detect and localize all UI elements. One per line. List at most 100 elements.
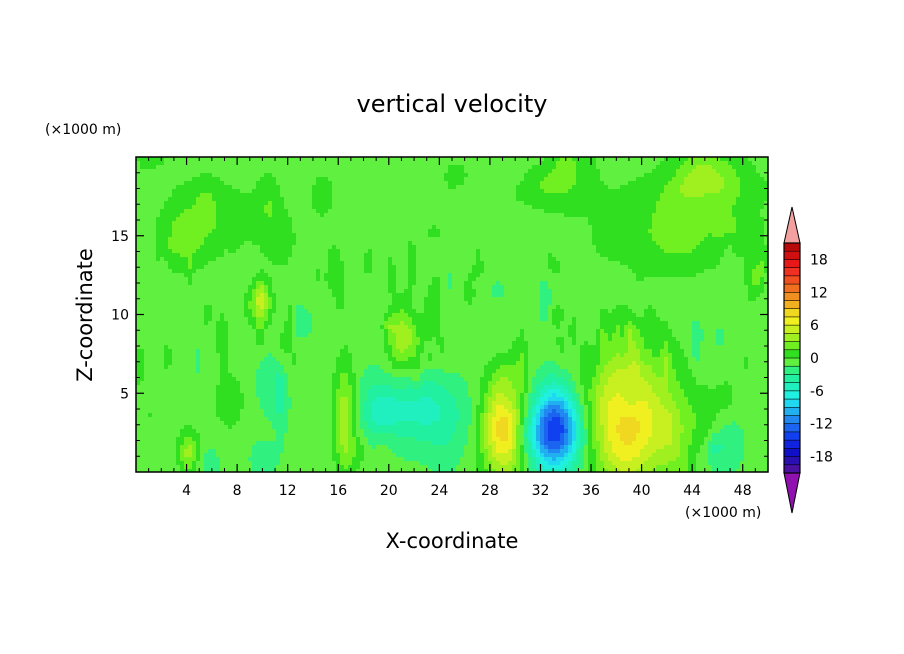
field-cell: [548, 197, 553, 202]
field-cell: [172, 213, 177, 218]
field-cell: [724, 169, 729, 174]
field-cell: [688, 277, 693, 282]
field-cell: [756, 209, 761, 214]
field-cell: [740, 265, 745, 270]
field-cell: [496, 177, 501, 182]
field-cell: [440, 209, 445, 214]
field-cell: [408, 209, 413, 214]
field-cell: [468, 185, 473, 190]
field-cell: [276, 173, 281, 178]
field-cell: [452, 229, 457, 234]
field-cell: [484, 221, 489, 226]
field-cell: [524, 229, 529, 234]
field-cell: [276, 273, 281, 278]
field-cell: [156, 237, 161, 242]
field-cell: [484, 253, 489, 258]
field-cell: [740, 169, 745, 174]
field-cell: [696, 225, 701, 230]
field-cell: [432, 185, 437, 190]
field-cell: [592, 185, 597, 190]
field-cell: [272, 201, 277, 206]
field-cell: [352, 157, 357, 162]
field-cell: [264, 201, 269, 206]
field-cell: [648, 217, 653, 222]
field-cell: [732, 193, 737, 198]
field-cell: [580, 261, 585, 266]
field-cell: [240, 281, 245, 286]
field-cell: [376, 209, 381, 214]
field-cell: [596, 161, 601, 166]
field-cell: [648, 221, 653, 226]
field-cell: [348, 181, 353, 186]
field-cell: [508, 273, 513, 278]
field-cell: [320, 265, 325, 270]
field-cell: [384, 157, 389, 162]
field-cell: [136, 277, 141, 282]
field-cell: [652, 233, 657, 238]
field-cell: [412, 241, 417, 246]
field-cell: [280, 273, 285, 278]
field-cell: [196, 161, 201, 166]
field-cell: [348, 249, 353, 254]
field-cell: [572, 169, 577, 174]
field-cell: [564, 169, 569, 174]
field-cell: [296, 281, 301, 286]
field-cell: [564, 197, 569, 202]
field-cell: [720, 261, 725, 266]
field-cell: [376, 213, 381, 218]
field-cell: [600, 201, 605, 206]
field-cell: [232, 189, 237, 194]
field-cell: [664, 233, 669, 238]
field-cell: [244, 189, 249, 194]
field-cell: [680, 277, 685, 282]
field-cell: [196, 169, 201, 174]
field-cell: [456, 253, 461, 258]
field-cell: [152, 181, 157, 186]
field-cell: [184, 281, 189, 286]
field-cell: [408, 157, 413, 162]
field-cell: [404, 185, 409, 190]
field-cell: [160, 273, 165, 278]
field-cell: [484, 217, 489, 222]
field-cell: [588, 165, 593, 170]
field-cell: [140, 213, 145, 218]
field-cell: [468, 177, 473, 182]
field-cell: [408, 245, 413, 250]
field-cell: [272, 181, 277, 186]
field-cell: [684, 245, 689, 250]
field-cell: [140, 185, 145, 190]
field-cell: [744, 265, 749, 270]
field-cell: [396, 277, 401, 282]
field-cell: [268, 273, 273, 278]
field-cell: [432, 221, 437, 226]
field-cell: [632, 245, 637, 250]
field-cell: [436, 253, 441, 258]
field-cell: [344, 261, 349, 266]
field-cell: [300, 245, 305, 250]
field-cell: [676, 193, 681, 198]
field-cell: [648, 177, 653, 182]
field-cell: [636, 261, 641, 266]
field-cell: [448, 245, 453, 250]
field-cell: [696, 185, 701, 190]
field-cell: [428, 177, 433, 182]
field-cell: [492, 237, 497, 242]
field-cell: [540, 189, 545, 194]
field-cell: [216, 245, 221, 250]
field-cell: [232, 213, 237, 218]
field-cell: [240, 169, 245, 174]
field-cell: [472, 281, 477, 286]
field-cell: [216, 277, 221, 282]
field-cell: [536, 233, 541, 238]
field-cell: [468, 229, 473, 234]
field-cell: [652, 221, 657, 226]
field-cell: [736, 269, 741, 274]
field-cell: [608, 273, 613, 278]
field-cell: [588, 157, 593, 162]
field-cell: [416, 173, 421, 178]
field-cell: [144, 241, 149, 246]
field-cell: [160, 181, 165, 186]
field-cell: [408, 253, 413, 258]
field-cell: [264, 213, 269, 218]
field-cell: [356, 197, 361, 202]
